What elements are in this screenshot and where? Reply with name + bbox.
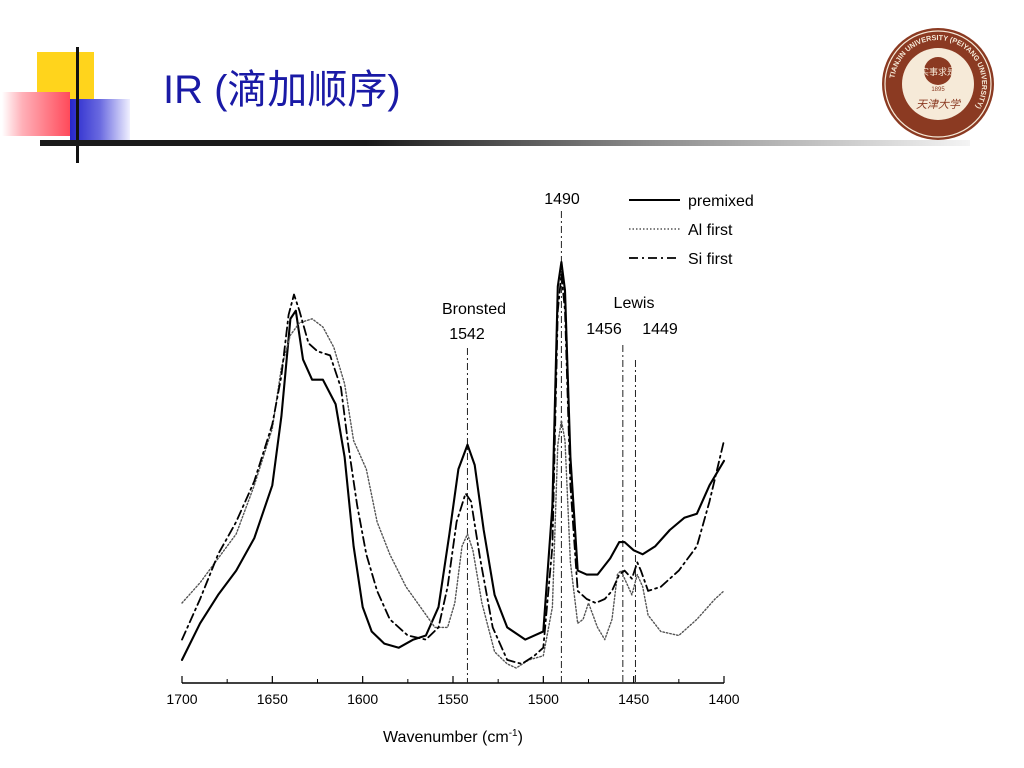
deco-vertical-line bbox=[76, 47, 79, 163]
annotation-label: 1449 bbox=[642, 321, 678, 338]
deco-red-gradient-bar bbox=[2, 92, 70, 136]
legend-label: Al first bbox=[688, 222, 733, 239]
svg-text:1895: 1895 bbox=[931, 87, 945, 93]
series-line-si-first bbox=[181, 273, 725, 665]
series-line-al-first bbox=[181, 318, 725, 669]
x-tick-label: 1600 bbox=[347, 691, 378, 707]
svg-text:天津大学: 天津大学 bbox=[916, 98, 962, 111]
deco-blue-gradient-bar bbox=[70, 99, 130, 144]
x-tick-label: 1400 bbox=[708, 691, 739, 707]
annotation-label: 1490 bbox=[544, 191, 580, 208]
x-axis-label: Wavenumber (cm-1) bbox=[383, 728, 523, 746]
annotation-label: 1456 bbox=[586, 321, 622, 338]
legend-label: Si first bbox=[688, 251, 733, 268]
series-line-premixed bbox=[180, 260, 726, 661]
x-tick-label: 1700 bbox=[166, 691, 197, 707]
legend-label: premixed bbox=[688, 193, 754, 210]
annotation-label: 1542 bbox=[449, 326, 485, 343]
x-tick-label: 1500 bbox=[528, 691, 559, 707]
university-seal-logo: TIANJIN UNIVERSITY (PEIYANG UNIVERSITY) … bbox=[882, 28, 994, 140]
annotation-label: Lewis bbox=[614, 295, 655, 312]
x-tick-label: 1650 bbox=[257, 691, 288, 707]
svg-text:实事求是: 实事求是 bbox=[920, 66, 956, 78]
slide-title: IR (滴加顺序) bbox=[163, 68, 401, 112]
annotation-label: Bronsted bbox=[442, 301, 506, 318]
deco-horizontal-line bbox=[40, 140, 970, 146]
x-tick-label: 1450 bbox=[618, 691, 649, 707]
x-tick-label: 1550 bbox=[437, 691, 468, 707]
